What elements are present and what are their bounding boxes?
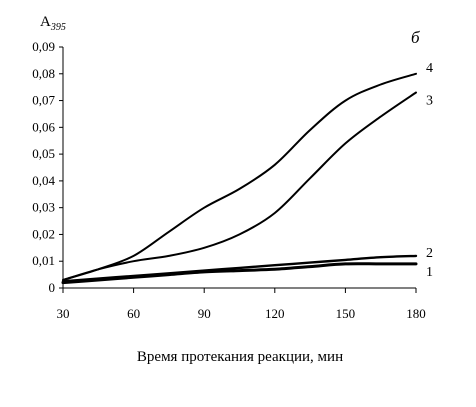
y-tick-label: 0,05 bbox=[32, 146, 55, 161]
y-tick-label: 0,09 bbox=[32, 39, 55, 54]
x-ticks: 30 60 90 120 150 180 bbox=[57, 288, 426, 321]
y-tick-label: 0,08 bbox=[32, 66, 55, 81]
panel-label: б bbox=[411, 28, 420, 47]
series-label-4: 4 bbox=[426, 61, 433, 76]
x-tick-label: 30 bbox=[57, 306, 70, 321]
y-ticks: 0 0,01 0,02 0,03 0,04 0,05 0,06 0,07 0,08 0,09 bbox=[32, 39, 63, 295]
series-line-1 bbox=[61, 262, 418, 285]
y-tick-label: 0,03 bbox=[32, 200, 55, 215]
y-tick-label: 0,04 bbox=[32, 173, 55, 188]
series-line-2 bbox=[61, 254, 418, 283]
x-axis-label: Время протекания реакции, мин bbox=[137, 349, 343, 365]
x-tick-label: 150 bbox=[336, 306, 356, 321]
series-labels: 1 2 3 4 bbox=[426, 61, 433, 280]
axes bbox=[62, 47, 416, 289]
series-line-4 bbox=[62, 72, 417, 281]
series-label-3: 3 bbox=[426, 94, 433, 109]
x-tick-label: 90 bbox=[198, 306, 211, 321]
y-tick-label: 0,02 bbox=[32, 226, 55, 241]
series-label-2: 2 bbox=[426, 246, 433, 261]
y-tick-label: 0,06 bbox=[32, 119, 55, 134]
y-tick-label: 0 bbox=[49, 280, 56, 295]
y-tick-label: 0,07 bbox=[32, 93, 55, 108]
y-axis-label: A395 bbox=[40, 14, 66, 33]
series-label-1: 1 bbox=[426, 265, 433, 280]
x-tick-label: 180 bbox=[406, 306, 426, 321]
series-lines bbox=[61, 72, 418, 285]
series-line-3 bbox=[62, 91, 417, 281]
y-tick-label: 0,01 bbox=[32, 253, 55, 268]
x-tick-label: 60 bbox=[127, 306, 140, 321]
x-tick-label: 120 bbox=[265, 306, 285, 321]
